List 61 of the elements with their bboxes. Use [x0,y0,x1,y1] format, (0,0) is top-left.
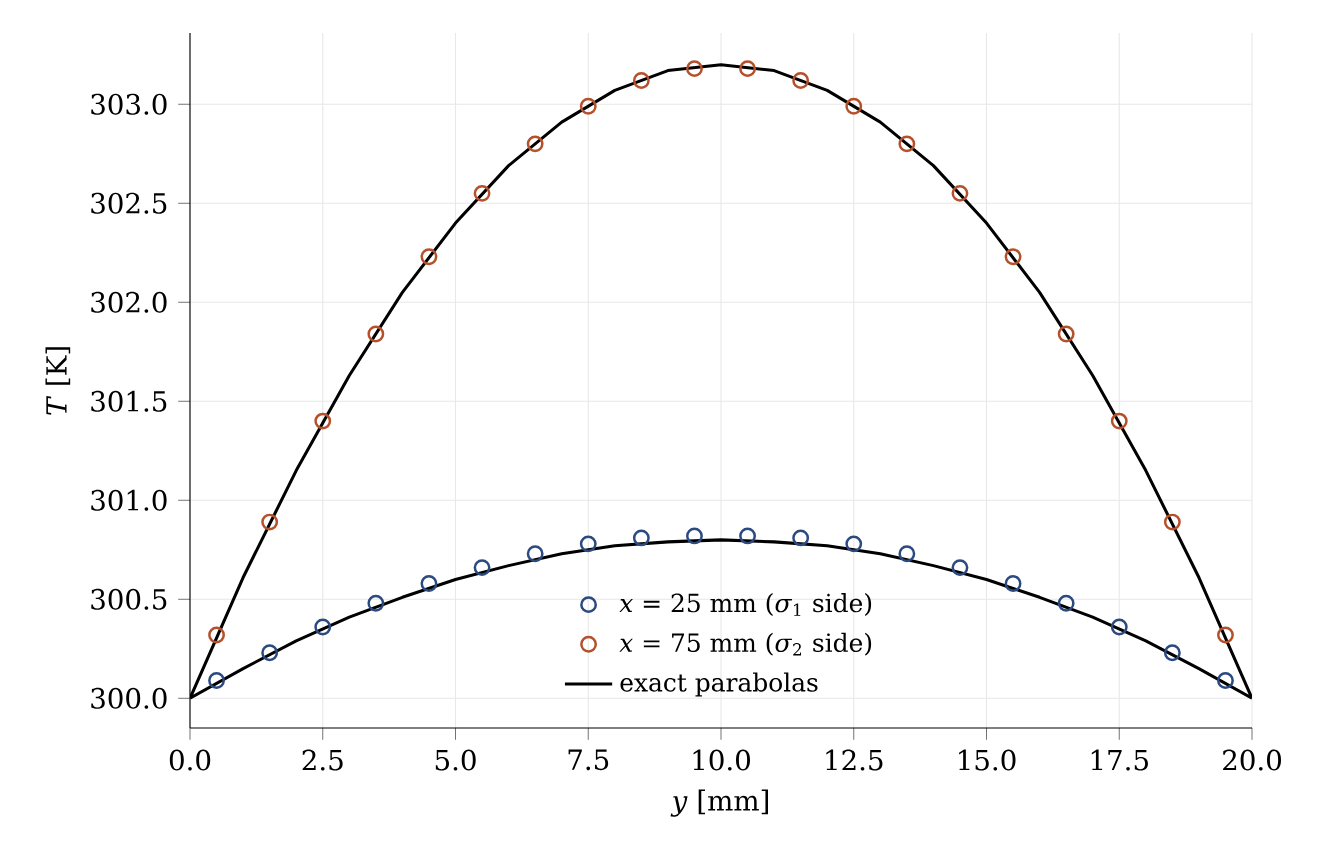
point [951,184,969,202]
point [739,527,756,545]
point [1163,644,1181,662]
x-tick-label: 10.0 [693,749,750,771]
y-tick-label: 303.0 [91,93,167,115]
x-tick-label: 0.0 [169,749,211,771]
point [898,545,916,563]
point [1217,672,1234,689]
point [526,545,544,563]
point [473,559,491,577]
point [845,535,863,553]
point [367,325,385,343]
point [845,97,863,115]
point [473,184,491,202]
x-axis-title: y [mm] [670,789,768,817]
point [208,672,225,689]
point [1110,618,1128,636]
point [261,513,279,531]
point [686,60,703,78]
point [792,529,810,547]
point [1057,325,1075,343]
point [632,72,650,89]
legend-label: x = 25 mm (σ$_{1}$ side) [619,593,872,616]
point [686,527,703,545]
point [367,594,385,612]
point [579,97,597,115]
point [1217,626,1234,644]
point [1004,575,1022,592]
legend-label: x = 75 mm (σ$_{2}$ side) [619,632,872,656]
point [898,135,916,153]
x-tick-label: 17.5 [1091,749,1148,771]
y-tick-label: 300.5 [91,588,167,610]
x-tick-label: 20.0 [1223,749,1281,771]
y-tick-label: 302.0 [91,291,167,313]
point [1057,594,1075,612]
x-tick-label: 12.5 [826,749,883,771]
x-tick-label: 5.0 [435,749,476,771]
y-tick-label: 301.5 [91,390,167,412]
y-tick-label: 300.0 [91,687,167,709]
point [314,412,332,430]
point [314,618,332,636]
y-axis-title: T [K] [45,347,71,415]
point [951,559,969,577]
point [1004,248,1022,266]
point [579,535,597,553]
x-tick-label: 7.5 [568,749,609,771]
point [261,644,279,662]
point [739,60,756,78]
point [1110,412,1128,430]
x-tick-label: 2.5 [302,749,343,771]
y-tick-label: 302.5 [91,192,167,214]
point [526,135,544,153]
point [792,72,810,89]
point [632,529,650,547]
point [420,575,438,592]
point [420,248,438,266]
x-tick-label: 15.0 [959,749,1016,771]
point [208,626,225,644]
legend-label: exact parabolas [620,672,818,697]
y-tick-label: 301.0 [91,489,167,511]
point [1163,513,1181,531]
